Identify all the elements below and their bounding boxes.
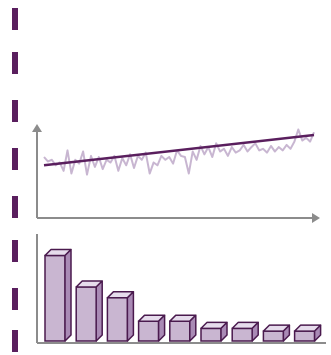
bar-5 bbox=[169, 314, 197, 342]
dash-segment-5 bbox=[12, 196, 18, 218]
line-chart-x-arrow bbox=[312, 213, 320, 223]
bar-4-front bbox=[137, 320, 160, 342]
dash-segment-2 bbox=[12, 52, 18, 74]
dash-segment-1 bbox=[12, 8, 18, 30]
bar-6-front bbox=[200, 327, 222, 342]
line-chart-trend-line bbox=[43, 133, 315, 167]
dash-segment-4 bbox=[12, 148, 18, 170]
line-chart-y-arrow bbox=[32, 124, 42, 132]
bar-9-side bbox=[313, 324, 322, 342]
dash-segment-8 bbox=[12, 330, 18, 352]
bar-1-front bbox=[44, 254, 66, 342]
bar-chart-bars bbox=[44, 248, 322, 342]
bar-7-front bbox=[231, 327, 253, 342]
dash-segment-6 bbox=[12, 240, 18, 262]
bar-8-front bbox=[262, 330, 285, 342]
bar-7-side bbox=[251, 321, 259, 342]
bar-1-side bbox=[64, 248, 72, 342]
bar-1 bbox=[44, 248, 72, 342]
bar-8-side bbox=[282, 324, 291, 342]
bar-8 bbox=[262, 324, 291, 342]
dash-segment-3 bbox=[12, 100, 18, 122]
bar-3-side bbox=[126, 291, 135, 342]
bar-4-side bbox=[157, 314, 166, 342]
bar-2 bbox=[75, 280, 103, 342]
line-chart-noisy-series bbox=[43, 128, 315, 176]
dash-segment-7 bbox=[12, 288, 18, 310]
bar-2-front bbox=[75, 286, 97, 342]
bar-9-front bbox=[293, 330, 316, 342]
dashed-vertical-line-icon bbox=[12, 8, 18, 352]
bar-6 bbox=[200, 321, 228, 342]
bar-9 bbox=[293, 324, 322, 342]
bar-2-side bbox=[95, 280, 103, 342]
bar-4 bbox=[137, 314, 166, 342]
bar-5-side bbox=[189, 314, 197, 342]
bar-3-front bbox=[106, 297, 129, 342]
bar-6-side bbox=[220, 321, 228, 342]
bar-7 bbox=[231, 321, 259, 342]
bar-5-front bbox=[169, 320, 191, 342]
bar-3 bbox=[106, 291, 135, 342]
line-chart-icon bbox=[32, 124, 320, 223]
bar-chart-icon bbox=[36, 234, 326, 344]
